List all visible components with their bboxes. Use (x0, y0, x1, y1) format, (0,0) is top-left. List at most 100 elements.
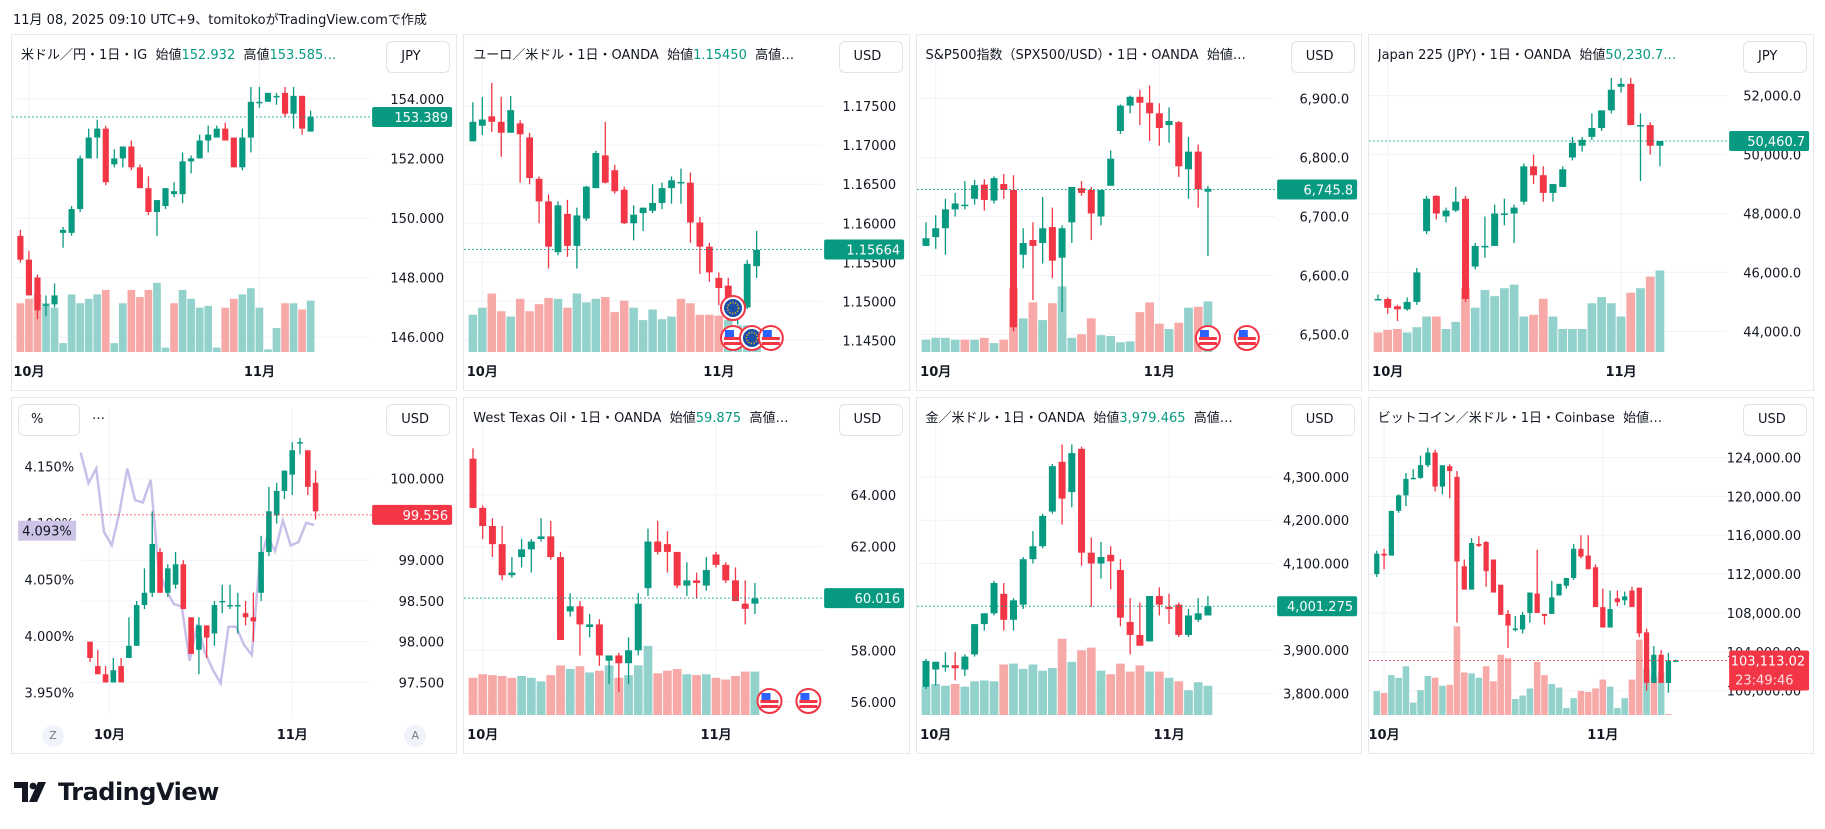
volume-bar (1562, 707, 1570, 715)
chart-caption: 11月 08, 2025 09:10 UTC+9、tomitokoがTradin… (13, 13, 427, 28)
chart-panel-usdjpy[interactable]: 154.000 152.000 150.000 148.000 146.000 10月 11… (11, 34, 458, 391)
candle (149, 511, 156, 597)
volume-bar (1519, 695, 1526, 715)
y-tick-label: 154.000 (390, 93, 444, 108)
flag-stars (745, 331, 759, 345)
candle-body (1203, 188, 1211, 192)
candle (1038, 513, 1046, 549)
volume-bar (1567, 328, 1577, 352)
candle-body (508, 572, 516, 576)
candle-body (1184, 151, 1192, 170)
chart-panel-spx500[interactable]: 6,900.0 6,800.0 6,700.0 6,600.0 6,500.0 10月 11… (915, 34, 1362, 391)
volume-bar (643, 645, 653, 715)
candle-body (1527, 592, 1533, 613)
z-button[interactable]: Z (42, 725, 64, 747)
candle (479, 505, 487, 539)
volume-bar (663, 670, 673, 715)
chart-panel-eurusd[interactable]: 1.17500 1.17000 1.16500 1.16000 1.15500 1.150… (463, 34, 910, 391)
candle-body (658, 188, 666, 203)
candle (508, 557, 516, 578)
candle (921, 658, 929, 690)
flag-stripe (760, 705, 779, 708)
candle (1145, 595, 1153, 642)
candle-body (1558, 169, 1566, 187)
left-scale-unit-button[interactable]: % (18, 404, 80, 436)
volume-bar (1538, 298, 1548, 352)
tradingview-logo[interactable]: TradingView (14, 778, 219, 806)
candle (1646, 122, 1654, 155)
candle-body (547, 536, 555, 558)
candle (264, 92, 272, 102)
candle (34, 274, 41, 320)
last-price-tag (1728, 130, 1809, 151)
chart-panel-xauusd[interactable]: 4,300.000 4,200.000 4,100.000 3,900.000 3,80… (915, 397, 1362, 754)
candle (1165, 107, 1173, 143)
candle (307, 110, 314, 132)
last-price-label: 99.556 (403, 509, 449, 524)
last-price-label: 4,001.275 (1286, 600, 1352, 615)
chart-panel-btcusd[interactable]: 124,000.00 120,000.00 116,000.00 112,000.00… (1367, 397, 1814, 754)
candle (941, 198, 949, 255)
candle-body (469, 458, 477, 508)
currency-button[interactable]: USD (1743, 404, 1807, 436)
candle-body (970, 185, 978, 199)
candle (250, 592, 257, 642)
volume-bar (1482, 666, 1490, 715)
volume-bar (614, 677, 624, 715)
y-tick-label: 52,000.0 (1743, 90, 1801, 105)
candle (1621, 591, 1628, 606)
currency-button[interactable]: USD (1290, 41, 1355, 73)
candle (94, 649, 101, 675)
chart-panel-wti[interactable]: 64.000 62.000 58.000 56.000 10月 11月 60.016 West… (463, 397, 910, 754)
volume-bar (1533, 661, 1541, 715)
candle-body (1439, 465, 1445, 487)
chart-panel-dxy[interactable]: 100.000 99.000 98.500 98.000 97.500 10月 11月 4.1… (11, 397, 458, 754)
currency-button[interactable]: USD (838, 404, 903, 436)
chart-panel-jp225[interactable]: 52,000.0 50,000.0 48,000.0 46,000.0 44,000.0… (1367, 34, 1814, 391)
candle-body (1617, 83, 1625, 87)
volume-bar (535, 304, 544, 352)
currency-button[interactable]: USD (1290, 404, 1355, 436)
volume-bar (686, 303, 695, 352)
volume-bar (950, 683, 960, 715)
volume-bar (195, 307, 204, 352)
candle-body (1087, 189, 1095, 214)
flag-canton (763, 330, 773, 337)
volume-bar (76, 303, 84, 352)
candle-body (1087, 552, 1095, 564)
candle-body (281, 470, 288, 491)
candle-body (1446, 466, 1453, 472)
volume-bar (247, 288, 255, 352)
more-options-button[interactable]: … (92, 408, 105, 423)
candle (1629, 586, 1635, 608)
flag-stripe (762, 342, 781, 345)
volume-bar (1489, 681, 1497, 715)
candle-body (1529, 166, 1537, 176)
volume-bar (506, 316, 516, 352)
chart-svg: 4,300.000 4,200.000 4,100.000 3,900.000 3,80… (916, 408, 1357, 743)
currency-button[interactable]: USD (838, 41, 903, 73)
auto-scale-button[interactable]: A (404, 725, 427, 747)
chart-legend: 米ドル／円・1日・IG 始値152.932 高値153.585… (21, 44, 336, 63)
candle-body (1483, 541, 1489, 572)
candle-body (592, 153, 600, 189)
currency-button[interactable]: JPY (386, 41, 451, 73)
candle-body (573, 215, 581, 246)
candle-body (222, 128, 229, 141)
volume-bar (582, 302, 591, 352)
volume-bar (1599, 679, 1606, 715)
candle (1568, 136, 1576, 161)
volume-bar (1431, 316, 1441, 352)
candle-body (1106, 158, 1114, 186)
candle-body (1009, 189, 1017, 328)
candle (1028, 222, 1036, 301)
currency-button[interactable]: JPY (1743, 41, 1807, 73)
volume-bar (1076, 650, 1086, 715)
volume-bar (563, 307, 572, 352)
volume-bar (1105, 336, 1115, 352)
candle (188, 155, 195, 174)
currency-button[interactable]: USD (386, 404, 451, 436)
candle-body (188, 617, 194, 654)
tradingview-logo-text: TradingView (58, 778, 219, 806)
candle (703, 557, 711, 591)
